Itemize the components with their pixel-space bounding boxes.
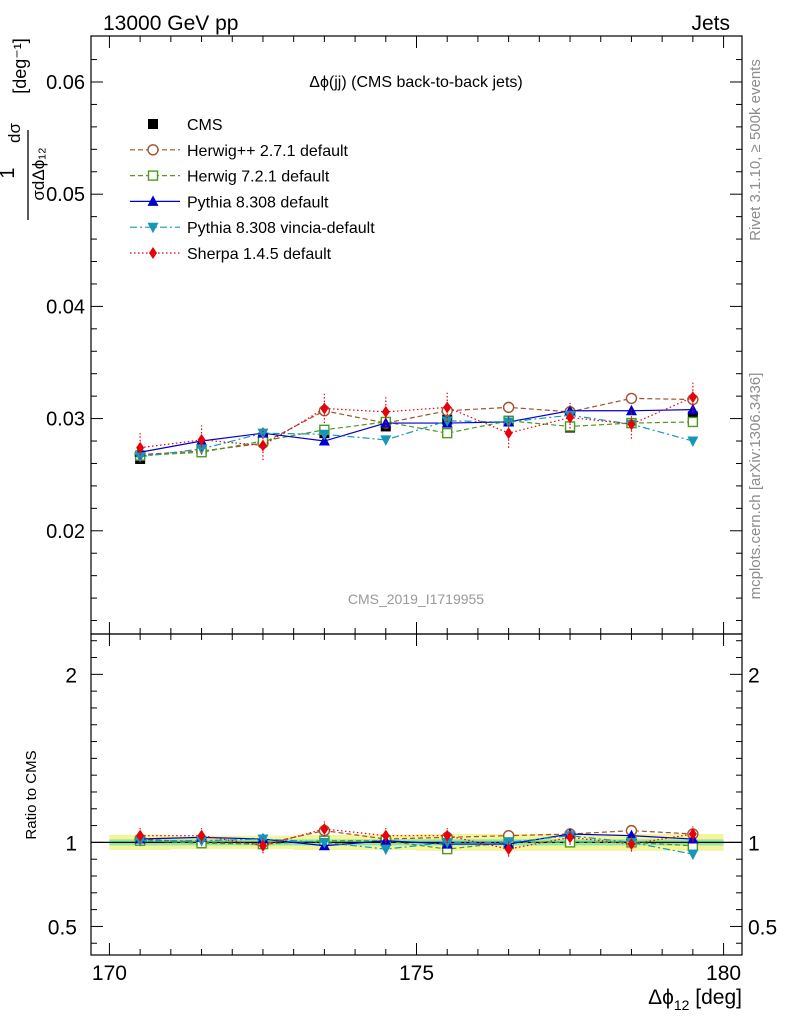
- x-axis-label: Δϕ12 [deg]: [648, 986, 742, 1013]
- svg-text:dσ: dσ: [5, 123, 24, 143]
- analysis-watermark: CMS_2019_I1719955: [348, 591, 484, 607]
- series-line: [140, 840, 693, 850]
- data-point: [687, 403, 699, 415]
- y-tick-label: 2: [748, 664, 760, 687]
- ratio-plot-panel: 0.5 0.5 1 1 2 2 170 175 180: [48, 633, 777, 985]
- series-line: [140, 414, 694, 458]
- ratio-series-sherpa-1-4-5-default: [136, 821, 697, 857]
- legend-item: CMS: [148, 117, 223, 134]
- data-point: [504, 843, 513, 856]
- data-point: [625, 392, 638, 405]
- data-point: [381, 829, 390, 842]
- data-point: [688, 827, 697, 840]
- data-point: [381, 405, 390, 418]
- legend-label: Herwig++ 2.7.1 default: [187, 143, 349, 160]
- data-point: [504, 427, 513, 440]
- data-point: [687, 849, 699, 861]
- y-tick-label: 0.5: [748, 916, 777, 939]
- legend-marker: [147, 170, 159, 181]
- y-tick-label: 2: [65, 664, 77, 687]
- rivet-label: Rivet 3.1.10, ≥ 500k events: [747, 59, 764, 241]
- data-point: [257, 428, 269, 440]
- data-point: [258, 439, 267, 452]
- series-line: [140, 396, 694, 449]
- collision-label: 13000 GeV pp: [103, 12, 238, 35]
- y-tick-label: 0.05: [46, 184, 85, 206]
- legend-label: Sherpa 1.4.5 default: [187, 246, 332, 263]
- data-point: [136, 829, 145, 842]
- plot-title: Δϕ(jj) (CMS back-to-back jets): [309, 74, 522, 91]
- x-tick-label: 175: [399, 962, 434, 985]
- legend: CMS Herwig++ 2.7.1 default Herwig 7.2.1 de…: [130, 117, 375, 263]
- series-line: [140, 833, 693, 847]
- mcplots-label: mcplots.cern.ch [arXiv:1306.3436]: [747, 373, 764, 600]
- data-point: [320, 402, 329, 415]
- y-tick-label: 0.02: [46, 521, 85, 543]
- data-point: [566, 831, 575, 844]
- process-label: Jets: [691, 12, 730, 35]
- data-point: [442, 427, 453, 439]
- data-point: [687, 411, 698, 422]
- legend-label: Pythia 8.308 default: [187, 194, 329, 211]
- ratio-y-axis-label: Ratio to CMS: [23, 750, 40, 839]
- series-sherpa-1-4-5-default: [136, 382, 697, 463]
- legend-label: Herwig 7.2.1 default: [187, 169, 330, 186]
- y-tick-label: 0.03: [46, 409, 85, 431]
- data-point: [687, 436, 699, 448]
- svg-text:1: 1: [0, 167, 19, 178]
- legend-label: CMS: [187, 117, 223, 134]
- y-tick-label: 0.5: [48, 916, 77, 939]
- data-point: [625, 829, 637, 841]
- series-line: [140, 828, 693, 850]
- data-point: [443, 401, 452, 414]
- y-tick-label: 1: [65, 832, 77, 855]
- main-y-axis-label: 1 σdΔϕ₁₂ dσ [deg⁻¹]: [0, 38, 48, 220]
- y-tick-label: 1: [748, 832, 760, 855]
- legend-marker: [148, 119, 158, 129]
- y-tick-label: 0.04: [46, 296, 85, 318]
- data-point: [197, 829, 206, 842]
- legend-label: Pythia 8.308 vincia-default: [187, 220, 375, 237]
- data-point: [627, 418, 636, 431]
- x-tick-label: 180: [706, 962, 741, 985]
- legend-marker: [147, 195, 159, 206]
- x-tick-label: 170: [92, 962, 127, 985]
- data-point: [318, 429, 330, 441]
- svg-text:σdΔϕ₁₂: σdΔϕ₁₂: [29, 147, 48, 200]
- legend-item: Pythia 8.308 default: [130, 194, 329, 211]
- series-line: [140, 420, 693, 457]
- legend-item: Herwig++ 2.7.1 default: [130, 143, 349, 160]
- data-point: [320, 822, 329, 835]
- legend-marker: [147, 222, 159, 234]
- data-point: [443, 829, 452, 842]
- data-point: [566, 411, 575, 424]
- data-point: [380, 844, 392, 856]
- legend-item: Sherpa 1.4.5 default: [130, 246, 332, 263]
- legend-item: Herwig 7.2.1 default: [130, 169, 330, 186]
- legend-marker: [149, 247, 157, 259]
- data-point: [687, 416, 699, 428]
- data-point: [258, 839, 267, 852]
- legend-item: Pythia 8.308 vincia-default: [130, 220, 375, 237]
- legend-marker: [147, 144, 159, 156]
- data-point: [318, 837, 330, 849]
- data-point: [197, 433, 206, 446]
- y-tick-label: 0.06: [46, 72, 85, 94]
- svg-text:[deg⁻¹]: [deg⁻¹]: [10, 38, 30, 94]
- data-point: [627, 838, 636, 851]
- data-point: [688, 391, 697, 404]
- data-point: [502, 401, 515, 414]
- series-line: [140, 835, 693, 855]
- data-point: [136, 441, 145, 454]
- main-plot-panel: 0.02 0.03 0.04 0.05 0.06 CMS Herwig++ 2.7.1 de…: [46, 35, 743, 635]
- data-point: [380, 435, 392, 446]
- series-line: [140, 409, 693, 453]
